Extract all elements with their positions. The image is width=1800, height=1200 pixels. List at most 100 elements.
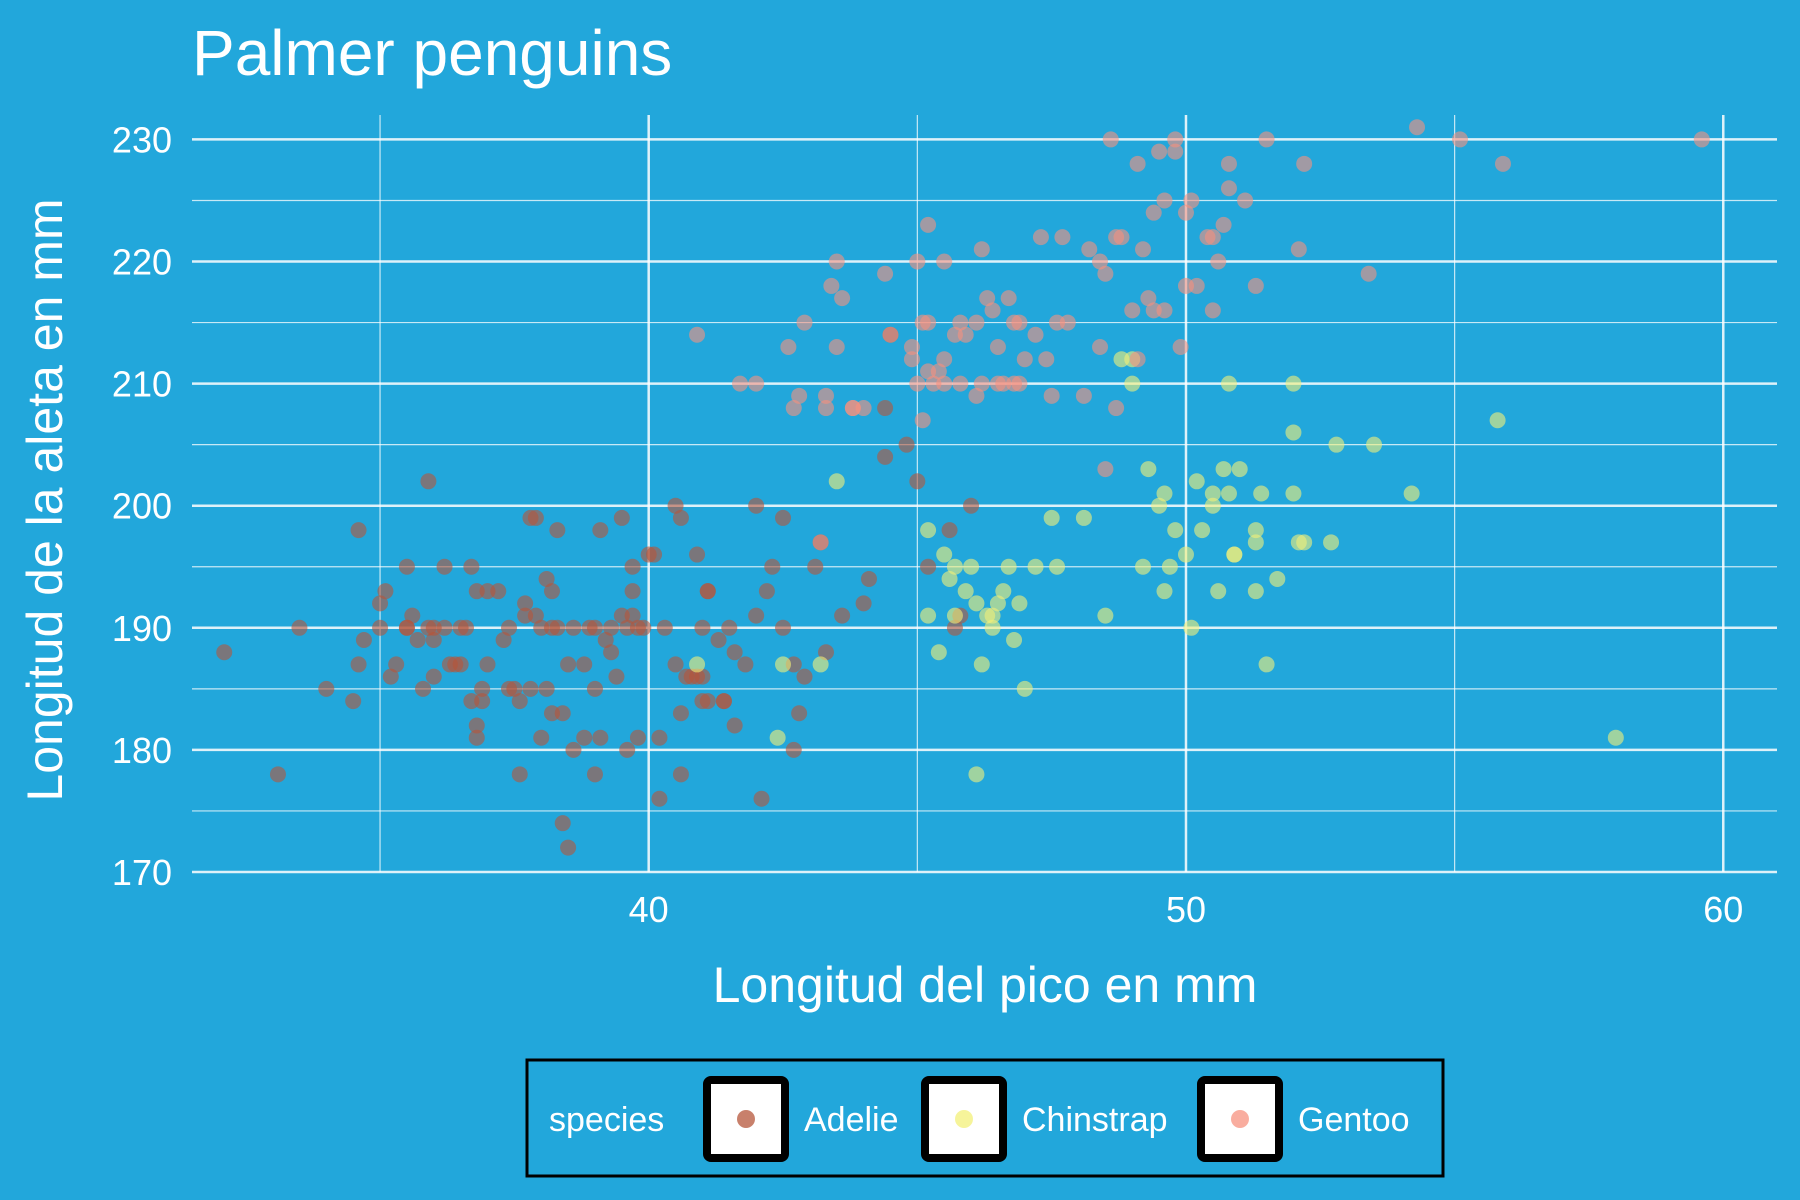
point-adelie (436, 558, 453, 575)
point-chinstrap (1204, 485, 1221, 502)
point-gentoo (1016, 351, 1033, 368)
point-adelie (216, 644, 233, 661)
point-gentoo (1124, 302, 1141, 319)
point-chinstrap (1097, 607, 1114, 624)
point-gentoo (844, 400, 861, 417)
point-gentoo (1108, 400, 1125, 417)
y-tick-label: 200 (112, 486, 172, 527)
point-chinstrap (1607, 729, 1624, 746)
point-adelie (624, 558, 641, 575)
point-gentoo (812, 534, 829, 551)
point-gentoo (1102, 131, 1119, 148)
point-adelie (398, 619, 415, 636)
point-chinstrap (941, 570, 958, 587)
tick-labels: 40 50 60 170 180 190 200 210 220 230 (112, 119, 1743, 930)
point-adelie (479, 656, 496, 673)
point-adelie (474, 693, 491, 710)
point-adelie (538, 680, 555, 697)
point-chinstrap (1247, 583, 1264, 600)
point-gentoo (828, 338, 845, 355)
point-adelie (420, 473, 437, 490)
point-gentoo (973, 375, 990, 392)
point-adelie (651, 790, 668, 807)
point-adelie (463, 558, 480, 575)
point-adelie (667, 656, 684, 673)
y-tick-label: 170 (112, 852, 172, 893)
point-gentoo (920, 216, 937, 233)
point-adelie (592, 729, 609, 746)
point-gentoo (1290, 241, 1307, 258)
point-chinstrap (1215, 461, 1232, 478)
point-gentoo (818, 387, 834, 404)
point-adelie (603, 644, 620, 661)
point-adelie (699, 583, 716, 600)
y-tick-label: 210 (112, 364, 172, 405)
y-tick-label: 220 (112, 242, 172, 283)
point-adelie (527, 607, 544, 624)
grid (192, 115, 1777, 874)
point-adelie (372, 619, 389, 636)
point-gentoo (1011, 375, 1028, 392)
point-gentoo (828, 253, 845, 270)
point-gentoo (968, 387, 985, 404)
point-adelie (269, 766, 286, 783)
point-adelie (517, 595, 534, 612)
point-adelie (350, 656, 367, 673)
point-adelie (404, 607, 421, 624)
point-adelie (468, 729, 485, 746)
point-gentoo (1156, 302, 1173, 319)
point-adelie (909, 473, 926, 490)
point-gentoo (909, 253, 926, 270)
point-adelie (554, 705, 571, 722)
point-adelie (753, 790, 770, 807)
point-chinstrap (1328, 436, 1345, 453)
point-gentoo (936, 351, 953, 368)
point-gentoo (936, 375, 953, 392)
point-chinstrap (1204, 497, 1221, 514)
point-adelie (651, 729, 668, 746)
point-gentoo (1360, 265, 1377, 282)
point-adelie (415, 680, 432, 697)
point-adelie (586, 766, 603, 783)
point-adelie (592, 522, 609, 539)
point-adelie (946, 619, 963, 636)
point-chinstrap (1285, 485, 1302, 502)
point-gentoo (1081, 241, 1098, 258)
point-adelie (345, 693, 362, 710)
point-gentoo (796, 314, 813, 331)
point-adelie (694, 668, 711, 685)
point-gentoo (1258, 131, 1275, 148)
point-gentoo (952, 314, 969, 331)
point-adelie (764, 558, 781, 575)
point-chinstrap (1156, 583, 1173, 600)
point-adelie (877, 400, 894, 417)
y-tick-label: 190 (112, 608, 172, 649)
point-adelie (468, 717, 485, 734)
point-adelie (560, 656, 577, 673)
point-adelie (318, 680, 335, 697)
point-chinstrap (1323, 534, 1340, 551)
point-gentoo (1183, 192, 1200, 209)
point-gentoo (1043, 387, 1060, 404)
point-adelie (576, 656, 593, 673)
point-chinstrap (1151, 497, 1168, 514)
point-gentoo (1011, 314, 1028, 331)
point-adelie (796, 668, 813, 685)
point-adelie (785, 741, 802, 758)
point-chinstrap (1188, 473, 1205, 490)
point-gentoo (984, 302, 1001, 319)
point-gentoo (930, 363, 947, 380)
point-chinstrap (995, 583, 1012, 600)
point-adelie (710, 632, 727, 649)
point-adelie (538, 570, 555, 587)
point-adelie (543, 583, 560, 600)
point-adelie (382, 668, 399, 685)
x-tick-label: 60 (1703, 889, 1743, 930)
point-chinstrap (1403, 485, 1420, 502)
point-adelie (468, 583, 485, 600)
point-gentoo (1000, 290, 1017, 307)
y-tick-label: 180 (112, 730, 172, 771)
point-gentoo (1693, 131, 1710, 148)
point-gentoo (818, 400, 834, 417)
